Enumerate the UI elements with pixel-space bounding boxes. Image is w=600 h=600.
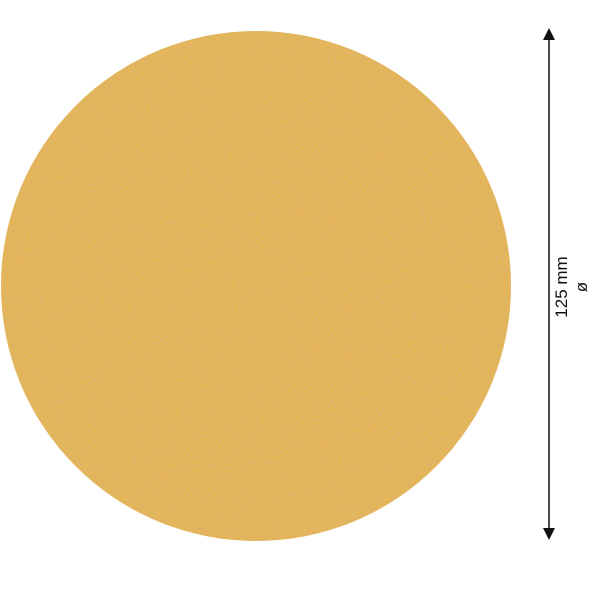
diameter-value: 125 mm	[552, 256, 571, 318]
sanding-disc	[1, 31, 511, 541]
diameter-symbol: ø	[572, 281, 591, 293]
diameter-label: 125 mm ø	[552, 256, 592, 317]
